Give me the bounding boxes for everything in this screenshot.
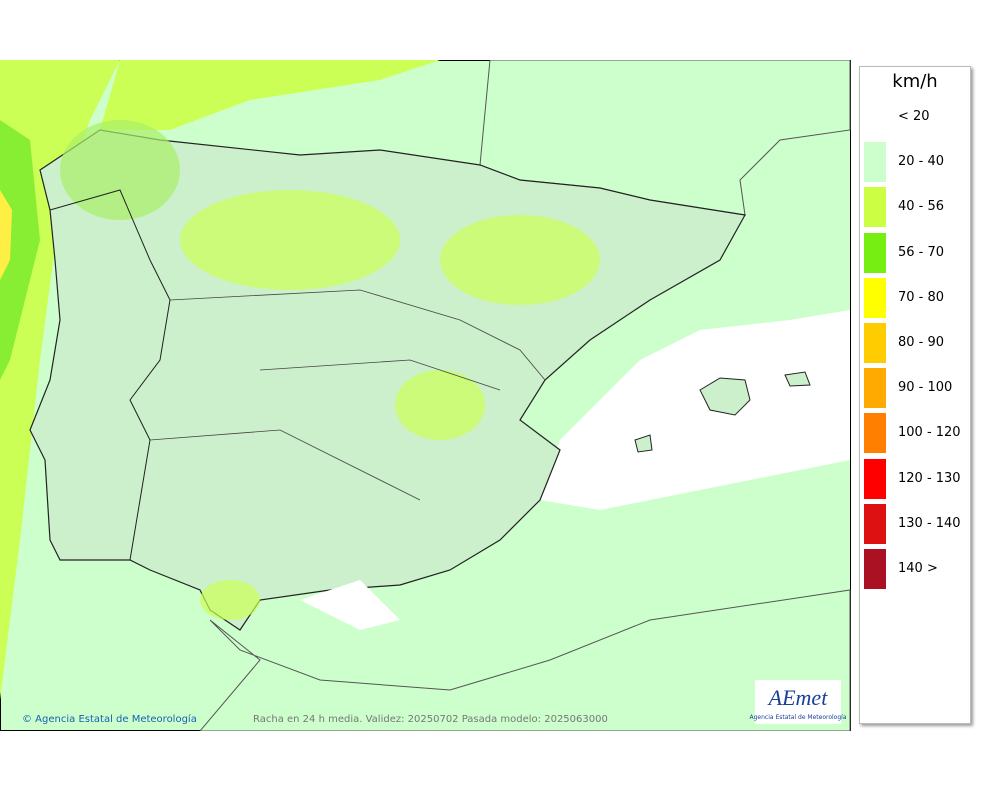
legend-swatch (864, 97, 886, 137)
legend-item: 56 - 70 (864, 232, 968, 273)
legend-label: 70 - 80 (898, 289, 945, 305)
legend-label: 20 - 40 (898, 154, 945, 170)
island (634, 434, 653, 453)
legend-item: 40 - 56 (864, 187, 968, 228)
legend-swatch (864, 413, 886, 454)
logo-subtitle: Agencia Estatal de Meteorología (750, 714, 847, 721)
wind-zone (60, 120, 180, 220)
legend-label: 80 - 90 (898, 335, 945, 350)
legend-swatch (864, 368, 886, 409)
legend-label: 120 - 130 (898, 470, 961, 486)
island (699, 377, 751, 416)
sea-calm (300, 580, 400, 630)
legend-item: 90 - 100 (864, 368, 968, 409)
legend-label: 56 - 70 (898, 244, 945, 260)
legend-swatch (864, 187, 886, 228)
legend-swatch (864, 549, 886, 589)
copyright: © Agencia Estatal de Meteorología (22, 713, 197, 725)
legend-swatch (864, 323, 886, 363)
logo: AEmet (767, 685, 829, 710)
caption: Racha en 24 h media. Validez: 20250702 P… (253, 714, 608, 725)
wind-zone (395, 370, 485, 440)
legend-label: < 20 (898, 109, 930, 124)
logo-box (755, 680, 841, 724)
legend-label: 90 - 100 (898, 380, 953, 396)
border (49, 189, 171, 561)
sea-calm (540, 310, 850, 500)
wind-zone (0, 190, 12, 280)
legend-swatch (864, 458, 886, 499)
legend-item: 130 - 140 (864, 503, 968, 544)
legend-swatch (864, 232, 886, 273)
legend-label: 40 - 56 (898, 199, 945, 215)
legend-item: 100 - 120 (864, 413, 968, 454)
legend-swatch (864, 503, 886, 544)
wind-zone (0, 120, 40, 380)
wind-zone (200, 580, 260, 620)
legend-swatch (864, 142, 886, 183)
legend-title: km/h (892, 71, 938, 92)
island (784, 371, 811, 387)
wind-zone (180, 190, 400, 290)
legend-item: 120 - 130 (864, 458, 968, 499)
legend-item: 20 - 40 (864, 142, 968, 183)
wind-zone (440, 215, 600, 305)
legend-swatch (864, 277, 886, 318)
legend-item: 80 - 90 (864, 323, 968, 363)
legend: km/h < 20 20 - 40 40 - 56 56 - 70 70 - 80 80 … (859, 66, 971, 724)
region-border (149, 289, 546, 501)
wind-zone (100, 60, 440, 130)
sea-calm (540, 390, 850, 510)
africa (199, 589, 851, 731)
legend-label: 130 - 140 (898, 515, 961, 531)
legend-label: 140 > (898, 561, 938, 576)
legend-item: < 20 (864, 97, 968, 137)
map: © Agencia Estatal de Meteorología Racha … (0, 60, 851, 731)
legend-item: 70 - 80 (864, 277, 968, 318)
legend-label: 100 - 120 (898, 425, 961, 441)
legend-item: 140 > (864, 549, 968, 589)
